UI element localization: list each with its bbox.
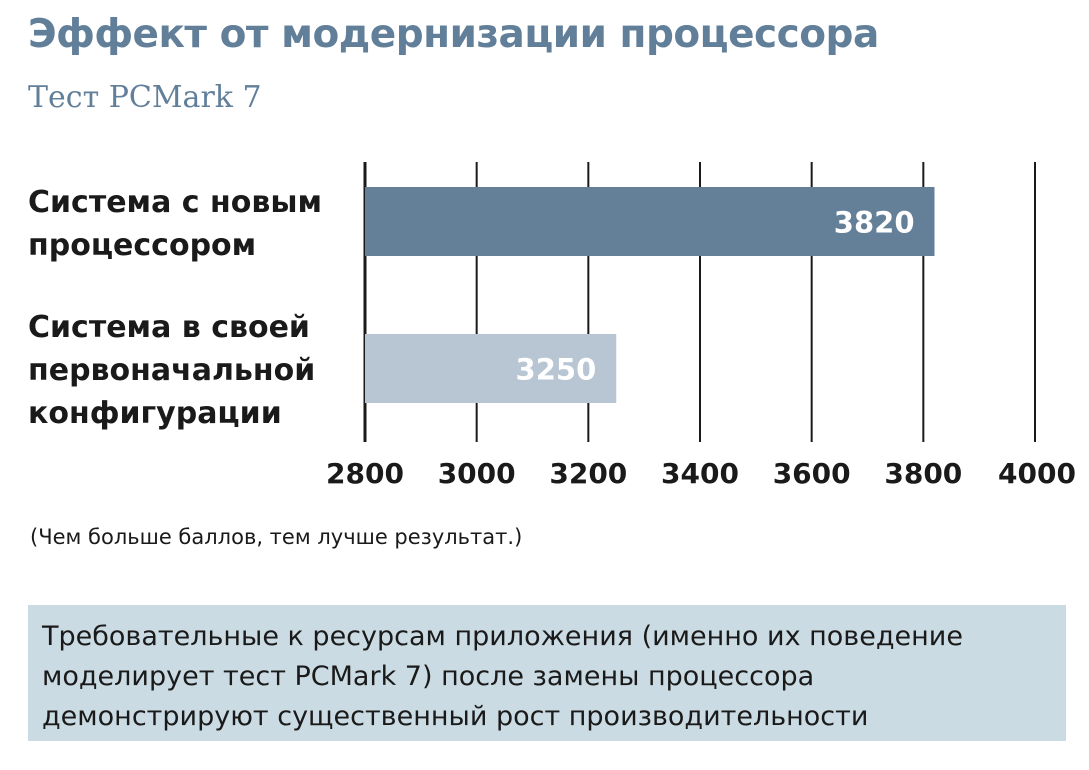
x-axis-tick-labels: 2800 3000 3200 3400 3600 3800 4000	[326, 457, 1076, 490]
category-label-1-line-2: конфигурации	[28, 396, 282, 431]
category-label-1-line-1: первоначальной	[28, 353, 315, 388]
category-labels: Система с новым процессором Система в свое…	[28, 185, 322, 431]
tick-label-3000: 3000	[438, 457, 516, 490]
bar-new-processor	[365, 187, 935, 256]
bar-original-config	[365, 334, 617, 403]
tick-label-2800: 2800	[326, 457, 404, 490]
chart-title: Эффект от модернизации процессора	[28, 12, 879, 57]
info-box-text: Требовательные к ресурсам приложения (им…	[42, 621, 963, 732]
tick-label-3600: 3600	[773, 457, 851, 490]
info-box: Требовательные к ресурсам приложения (им…	[28, 605, 1066, 741]
footnote: (Чем больше баллов, тем лучше результат.…	[30, 525, 523, 549]
tick-label-4000: 4000	[998, 457, 1076, 490]
category-label-0-line-1: процессором	[28, 228, 256, 263]
data-label-3250: 3250	[516, 353, 597, 387]
tick-label-3800: 3800	[884, 457, 962, 490]
data-label-3820: 3820	[834, 206, 915, 240]
category-label-1-line-0: Система в своей	[28, 310, 310, 345]
bars: 3820 3250	[365, 187, 935, 403]
category-label-0-line-0: Система с новым	[28, 185, 322, 220]
tick-label-3400: 3400	[661, 457, 739, 490]
tick-label-3200: 3200	[549, 457, 627, 490]
chart-subtitle: Тест PCMark 7	[28, 80, 262, 115]
